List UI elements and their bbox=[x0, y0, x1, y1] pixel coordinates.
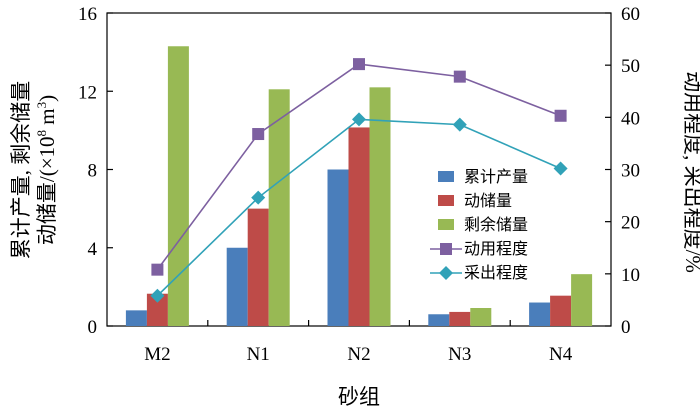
point-1-N2 bbox=[352, 112, 366, 127]
right-axis-ticks: 0 10 20 30 40 50 60 bbox=[605, 4, 640, 338]
line-series bbox=[150, 58, 568, 303]
legend-label: 采出程度 bbox=[464, 264, 528, 282]
right-tick-label: 60 bbox=[621, 4, 640, 25]
left-tick-label: 8 bbox=[88, 161, 98, 182]
bar-0-N2 bbox=[327, 169, 349, 326]
legend-label: 剩余储量 bbox=[464, 215, 528, 234]
bar-2-N1 bbox=[268, 89, 290, 326]
bar-1-N2 bbox=[348, 127, 370, 326]
left-tick-label: 4 bbox=[88, 239, 98, 260]
point-0-M2 bbox=[151, 263, 164, 276]
point-0-N4 bbox=[554, 109, 567, 122]
bar-0-N1 bbox=[226, 247, 248, 326]
x-axis-title: 砂组 bbox=[338, 385, 380, 409]
legend-swatch bbox=[438, 171, 454, 182]
right-tick-label: 0 bbox=[621, 317, 631, 338]
legend-marker bbox=[440, 243, 452, 255]
x-tick-label: M2 bbox=[144, 344, 170, 365]
left-tick-label: 16 bbox=[78, 4, 97, 25]
bar-1-N1 bbox=[247, 208, 269, 326]
x-tick-label: N1 bbox=[247, 344, 270, 365]
left-axis-ticks: 0 4 8 12 16 bbox=[78, 4, 113, 338]
point-1-N1 bbox=[251, 190, 266, 205]
legend-label: 动储量 bbox=[464, 192, 512, 210]
left-tick-label: 12 bbox=[78, 82, 97, 103]
point-0-N2 bbox=[353, 58, 365, 71]
bar-1-N3 bbox=[449, 311, 471, 326]
point-0-N3 bbox=[453, 70, 466, 83]
bar-0-N3 bbox=[428, 314, 450, 326]
point-1-N3 bbox=[452, 117, 467, 132]
bar-0-M2 bbox=[125, 310, 147, 326]
bar-1-M2 bbox=[146, 293, 168, 326]
point-1-M2 bbox=[150, 288, 165, 303]
bar-2-M2 bbox=[167, 46, 189, 326]
right-tick-label: 30 bbox=[621, 161, 640, 182]
bar-1-N4 bbox=[550, 295, 572, 326]
right-tick-label: 40 bbox=[621, 108, 640, 129]
x-tick-label: N3 bbox=[448, 344, 471, 365]
legend-label: 累计产量 bbox=[464, 168, 528, 186]
x-tick-label: N2 bbox=[347, 344, 370, 365]
left-axis-title-line2: 动储量/(×108 m3) bbox=[34, 95, 59, 245]
bar-2-N3 bbox=[470, 308, 492, 326]
point-0-N1 bbox=[252, 128, 265, 141]
left-axis-title-line1: 累计产量, 剩余储量 bbox=[9, 81, 33, 260]
bar-0-N4 bbox=[529, 302, 551, 326]
bar-series bbox=[125, 46, 593, 327]
legend-label: 动用程度 bbox=[464, 240, 528, 258]
bar-2-N4 bbox=[571, 274, 593, 326]
right-tick-label: 50 bbox=[621, 56, 640, 77]
right-tick-label: 10 bbox=[621, 265, 640, 286]
x-axis-tick-labels: M2 N1 N2 N3 N4 bbox=[144, 320, 573, 365]
bar-2-N2 bbox=[369, 87, 391, 327]
left-tick-label: 0 bbox=[88, 317, 98, 338]
point-1-N4 bbox=[553, 161, 568, 176]
legend-marker bbox=[439, 266, 453, 280]
x-tick-label: N4 bbox=[549, 344, 573, 365]
right-tick-label: 20 bbox=[621, 213, 640, 234]
legend-swatch bbox=[438, 195, 454, 206]
legend-swatch bbox=[438, 219, 454, 230]
right-axis-title: 动用程度, 采出程度/% bbox=[681, 71, 700, 273]
